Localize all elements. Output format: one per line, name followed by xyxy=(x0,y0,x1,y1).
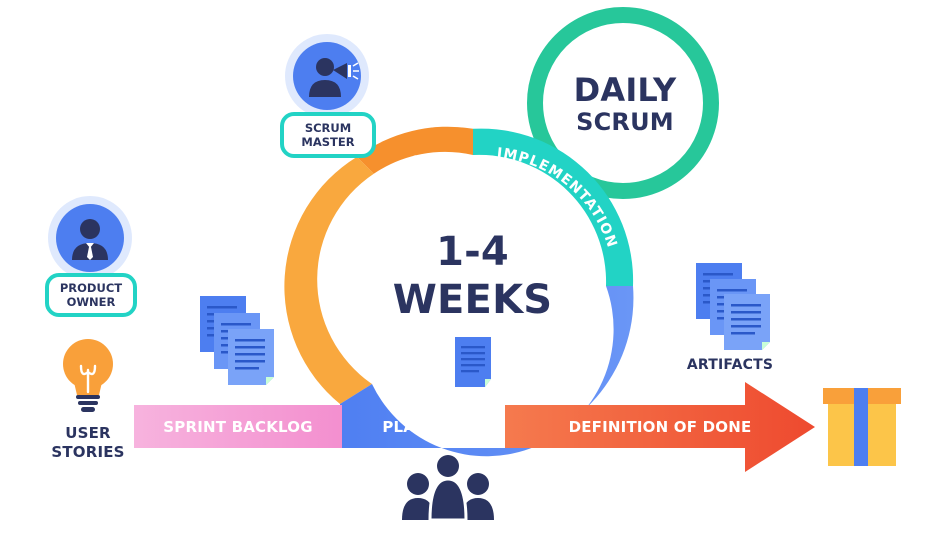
definition-of-done-label: DEFINITION OF DONE xyxy=(568,418,752,436)
daily-scrum-line2: SCRUM xyxy=(576,108,674,136)
scrum-master-icon xyxy=(285,34,369,118)
product-owner-icon xyxy=(48,196,132,280)
artifacts-documents-icon xyxy=(696,263,770,350)
scrum-master-line2: MASTER xyxy=(301,135,355,149)
user-stories-label: USER STORIES xyxy=(40,424,136,462)
retrospect-segment xyxy=(284,156,374,404)
cycle-duration-unit: WEEKS xyxy=(392,277,553,323)
planning-label: PLANNING xyxy=(382,418,472,436)
user-stories-line1: USER xyxy=(65,424,111,442)
daily-scrum-title: DAILY SCRUM xyxy=(545,72,705,136)
review-segment xyxy=(356,126,473,174)
user-stories-line2: STORIES xyxy=(51,443,125,461)
product-owner-line1: PRODUCT xyxy=(59,281,123,295)
backlog-documents-icon xyxy=(200,296,274,385)
planning-segment xyxy=(340,286,634,457)
sprint-backlog-bar xyxy=(134,405,342,448)
definition-of-done-arrow xyxy=(505,382,815,472)
cycle-duration: 1-4 WEEKS xyxy=(350,228,595,324)
lightbulb-icon xyxy=(63,339,113,412)
product-owner-line2: OWNER xyxy=(66,295,116,309)
scrum-master-badge: SCRUM MASTER xyxy=(280,112,376,158)
implementation-segment xyxy=(473,128,634,286)
flow-bar xyxy=(134,382,815,472)
artifacts-label: ARTIFACTS xyxy=(686,357,774,373)
daily-scrum-ring xyxy=(527,7,719,199)
daily-scrum-line1: DAILY xyxy=(573,71,677,109)
sprint-backlog-label: SPRINT BACKLOG xyxy=(163,418,313,436)
sprint-document-icon xyxy=(455,337,491,387)
team-icon xyxy=(402,455,494,522)
deliverable-box-icon xyxy=(823,388,901,466)
scrum-master-line1: SCRUM xyxy=(304,121,352,135)
product-owner-badge: PRODUCT OWNER xyxy=(45,273,137,317)
cycle-duration-number: 1-4 xyxy=(436,229,509,275)
